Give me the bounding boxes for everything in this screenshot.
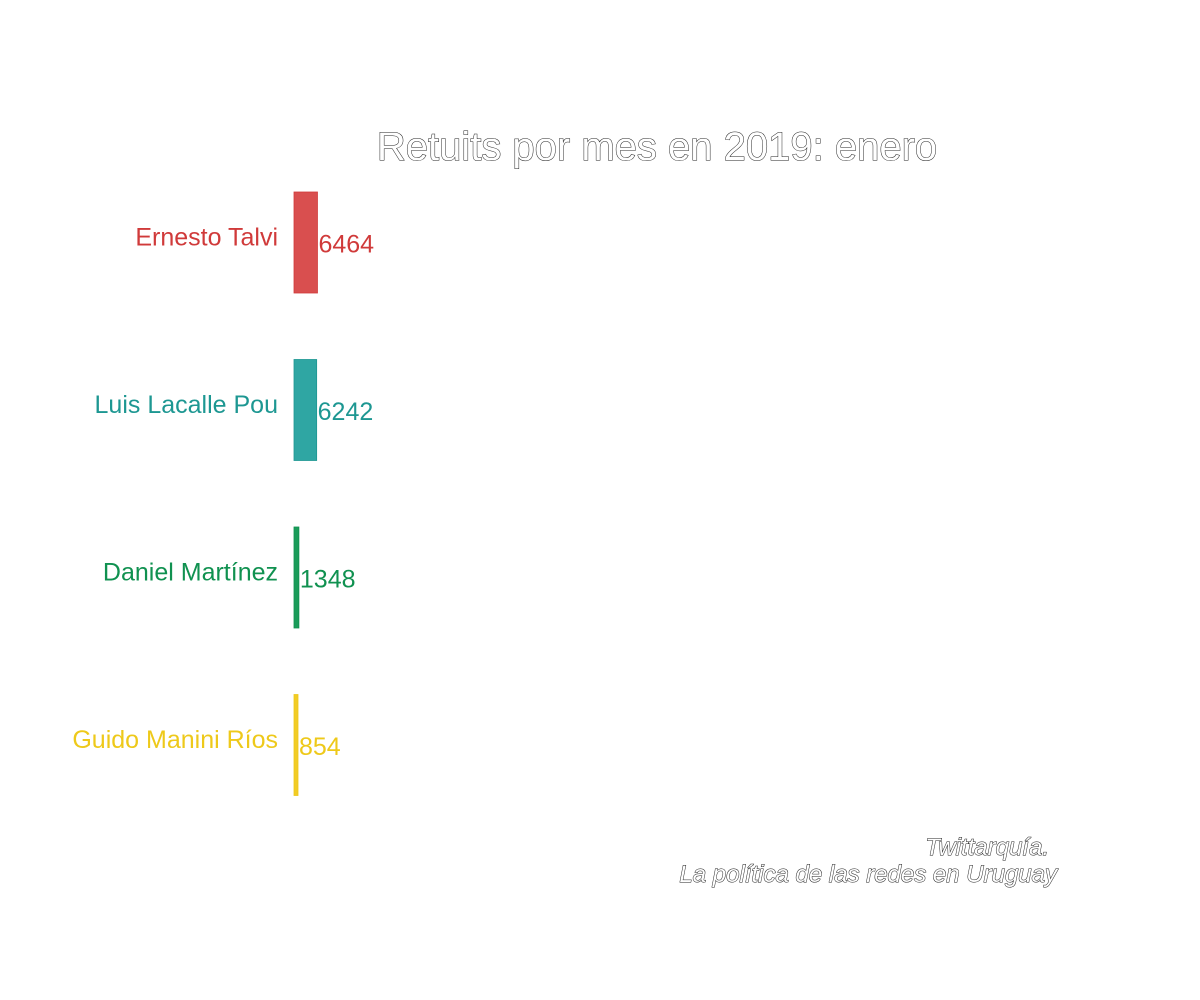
bar-luis-lacalle-pou — [293, 359, 318, 461]
value-label-ernesto-talvi: 6464 — [318, 231, 374, 259]
value-label-daniel-martinez: 1348 — [300, 566, 356, 594]
bar-daniel-martinez — [293, 526, 300, 629]
category-label-daniel-martinez: Daniel Martínez — [103, 559, 278, 587]
category-label-guido-manini-rios: Guido Manini Ríos — [72, 726, 278, 754]
bars-group — [293, 191, 318, 796]
caption-line-1: Twittarquía. — [925, 834, 1049, 861]
category-labels-group: Ernesto Talvi Luis Lacalle Pou Daniel Mart… — [72, 224, 278, 755]
caption-line-2: La política de las redes en Uruguay — [679, 861, 1059, 888]
value-label-guido-manini-rios: 854 — [299, 733, 341, 761]
category-label-ernesto-talvi: Ernesto Talvi — [135, 224, 278, 252]
bar-ernesto-talvi — [293, 191, 318, 294]
bar-guido-manini-rios — [293, 694, 299, 796]
value-labels-group: 6464 6242 1348 854 — [299, 231, 374, 762]
chart-title: Retuits por mes en 2019: enero — [377, 125, 937, 169]
category-label-luis-lacalle-pou: Luis Lacalle Pou — [95, 391, 278, 419]
value-label-luis-lacalle-pou: 6242 — [318, 398, 374, 426]
